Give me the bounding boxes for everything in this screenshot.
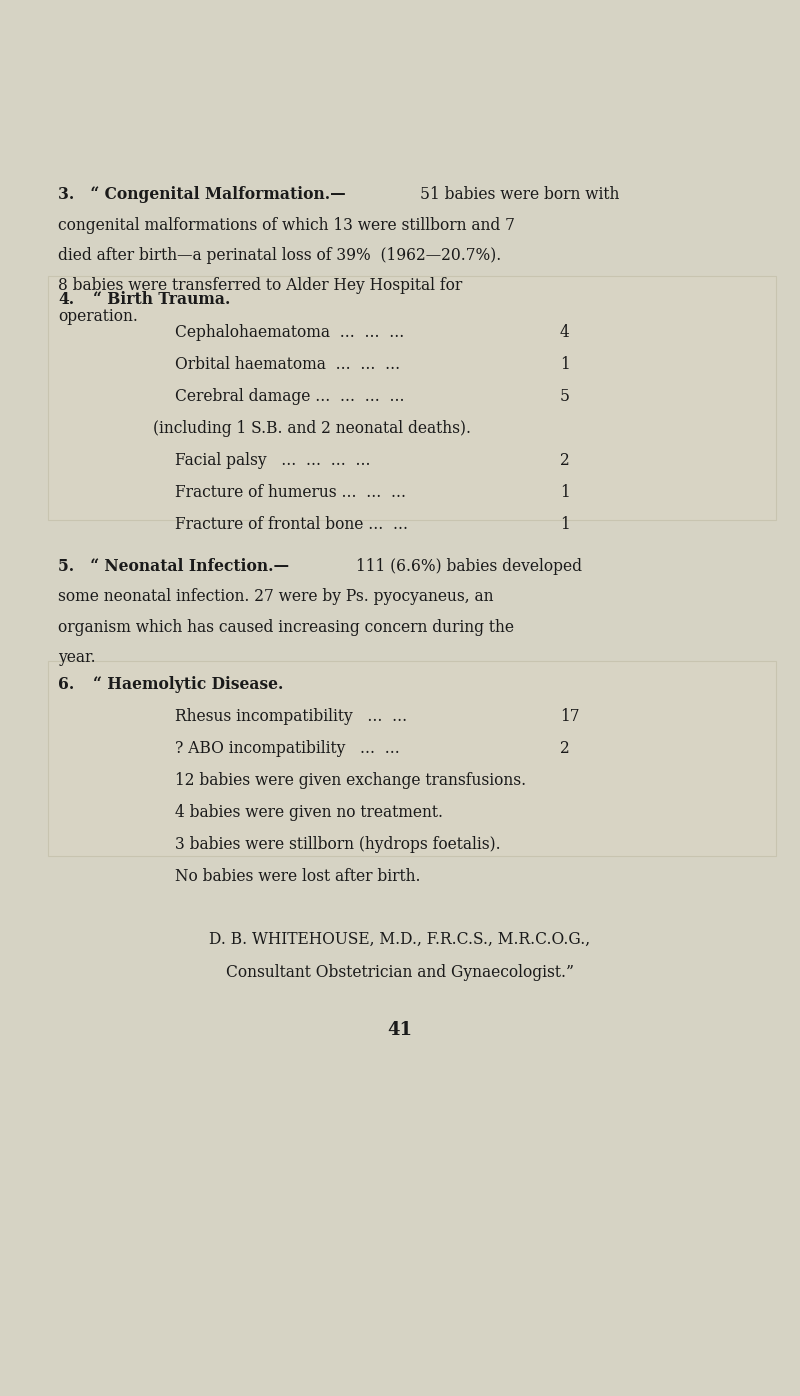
Text: 4.: 4. [58,290,74,309]
Text: died after birth—a perinatal loss of 39%  (1962—20.7%).: died after birth—a perinatal loss of 39%… [58,247,502,264]
Text: organism which has caused increasing concern during the: organism which has caused increasing con… [58,618,514,637]
Text: 5.   “ Neonatal Infection.—: 5. “ Neonatal Infection.— [58,558,289,575]
Text: 1: 1 [560,484,570,501]
Text: 5: 5 [560,388,570,405]
Text: 2: 2 [560,740,570,757]
Text: Orbital haematoma  ...  ...  ...: Orbital haematoma ... ... ... [175,356,400,373]
Text: 2: 2 [560,452,570,469]
Text: Fracture of humerus ...  ...  ...: Fracture of humerus ... ... ... [175,484,406,501]
Text: congenital malformations of which 13 were stillborn and 7: congenital malformations of which 13 wer… [58,216,515,233]
Text: operation.: operation. [58,309,138,325]
Text: 4 babies were given no treatment.: 4 babies were given no treatment. [175,804,443,821]
Text: “ Haemolytic Disease.: “ Haemolytic Disease. [93,676,283,692]
Text: Facial palsy   ...  ...  ...  ...: Facial palsy ... ... ... ... [175,452,370,469]
Text: 17: 17 [560,708,579,725]
Text: Cephalohaematoma  ...  ...  ...: Cephalohaematoma ... ... ... [175,324,404,341]
Text: Consultant Obstetrician and Gynaecologist.”: Consultant Obstetrician and Gynaecologis… [226,965,574,981]
Text: Fracture of frontal bone ...  ...: Fracture of frontal bone ... ... [175,517,408,533]
Text: 1: 1 [560,517,570,533]
Text: 1: 1 [560,356,570,373]
Text: 111 (6.6%) babies developed: 111 (6.6%) babies developed [356,558,582,575]
Text: 3 babies were stillborn (hydrops foetalis).: 3 babies were stillborn (hydrops foetali… [175,836,501,853]
FancyBboxPatch shape [48,660,776,856]
Text: No babies were lost after birth.: No babies were lost after birth. [175,868,421,885]
Text: 8 babies were transferred to Alder Hey Hospital for: 8 babies were transferred to Alder Hey H… [58,278,462,295]
Text: (including 1 S.B. and 2 neonatal deaths).: (including 1 S.B. and 2 neonatal deaths)… [153,420,471,437]
Text: some neonatal infection. 27 were by Ps. pyocyaneus, an: some neonatal infection. 27 were by Ps. … [58,589,494,606]
Text: 4: 4 [560,324,570,341]
Text: 3.   “ Congenital Malformation.—: 3. “ Congenital Malformation.— [58,186,346,202]
Text: Rhesus incompatibility   ...  ...: Rhesus incompatibility ... ... [175,708,407,725]
Text: year.: year. [58,649,96,666]
Text: 12 babies were given exchange transfusions.: 12 babies were given exchange transfusio… [175,772,526,789]
Text: 51 babies were born with: 51 babies were born with [420,186,619,202]
Text: D. B. WHITEHOUSE, M.D., F.R.C.S., M.R.C.O.G.,: D. B. WHITEHOUSE, M.D., F.R.C.S., M.R.C.… [210,931,590,948]
FancyBboxPatch shape [48,276,776,519]
Text: 6.: 6. [58,676,74,692]
Text: Cerebral damage ...  ...  ...  ...: Cerebral damage ... ... ... ... [175,388,405,405]
Text: 41: 41 [387,1020,413,1039]
Text: ? ABO incompatibility   ...  ...: ? ABO incompatibility ... ... [175,740,400,757]
Text: “ Birth Trauma.: “ Birth Trauma. [93,290,230,309]
